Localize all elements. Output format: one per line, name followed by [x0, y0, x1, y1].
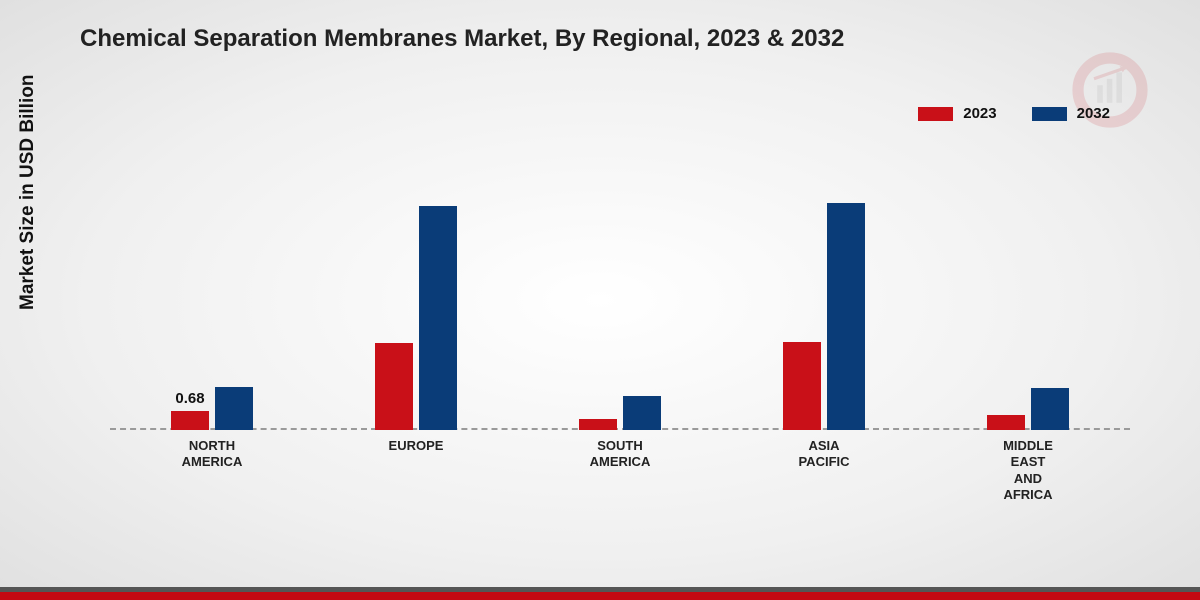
bar — [579, 419, 617, 430]
bar — [827, 203, 865, 430]
bar — [623, 396, 661, 430]
legend-swatch-2032 — [1032, 107, 1067, 121]
y-axis-label: Market Size in USD Billion — [17, 75, 39, 310]
x-axis-label: SOUTH AMERICA — [590, 438, 651, 471]
bar-group: NORTH AMERICA0.68 — [171, 387, 253, 430]
legend-label-2023: 2023 — [963, 105, 996, 122]
bar — [987, 415, 1025, 430]
x-axis-label: EUROPE — [389, 438, 444, 454]
page-title: Chemical Separation Membranes Market, By… — [80, 25, 844, 53]
bar-value-label: 0.68 — [171, 390, 209, 407]
legend-item-2023: 2023 — [918, 105, 996, 122]
bar — [419, 206, 457, 430]
legend-swatch-2023 — [918, 107, 953, 121]
bar — [1031, 388, 1069, 430]
x-axis-label: ASIA PACIFIC — [798, 438, 849, 471]
bar — [215, 387, 253, 430]
bar — [375, 343, 413, 430]
bar-group: EUROPE — [375, 206, 457, 430]
bar — [783, 342, 821, 430]
x-axis-label: MIDDLE EAST AND AFRICA — [1003, 438, 1053, 503]
legend: 2023 2032 — [918, 105, 1110, 122]
bar — [171, 411, 209, 430]
x-axis-label: NORTH AMERICA — [182, 438, 243, 471]
bar-group: ASIA PACIFIC — [783, 203, 865, 430]
legend-label-2032: 2032 — [1077, 105, 1110, 122]
footer-divider-red — [0, 592, 1200, 600]
bar-group: SOUTH AMERICA — [579, 396, 661, 430]
bar-group: MIDDLE EAST AND AFRICA — [987, 388, 1069, 430]
chart-plot-area: NORTH AMERICA0.68 EUROPE SOUTH AMERICA ASIA… — [110, 150, 1130, 430]
legend-item-2032: 2032 — [1032, 105, 1110, 122]
